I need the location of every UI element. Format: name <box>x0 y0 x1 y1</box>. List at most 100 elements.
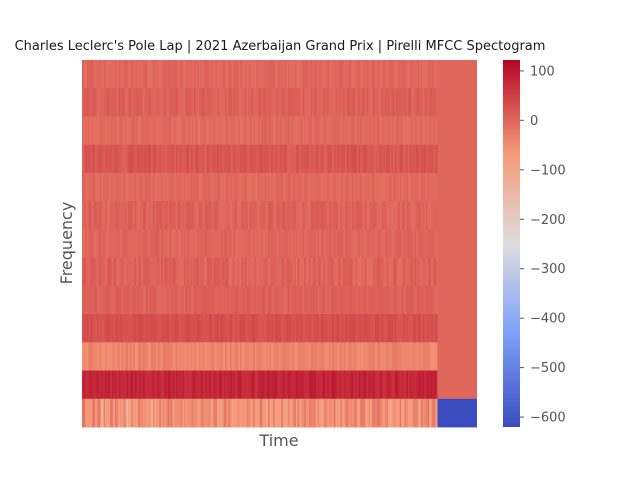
heatmap-cell <box>399 398 402 428</box>
heatmap-cell <box>409 116 412 146</box>
heatmap-cell <box>370 285 373 315</box>
heatmap-cell <box>174 314 177 343</box>
heatmap-cell <box>389 60 392 89</box>
heatmap-cell <box>187 285 190 315</box>
heatmap-cell <box>146 88 149 117</box>
heatmap-cell <box>310 60 313 89</box>
heatmap-cell <box>435 285 438 315</box>
heatmap-cell <box>91 342 94 371</box>
heatmap-cell <box>128 342 131 371</box>
heatmap-cell <box>277 88 280 117</box>
heatmap-cell <box>261 88 264 117</box>
heatmap-cell <box>151 201 154 230</box>
heatmap-cell <box>100 285 103 315</box>
heatmap-cell <box>174 257 177 287</box>
heatmap-cell <box>376 342 379 371</box>
heatmap-cell <box>281 116 284 146</box>
heatmap-cell <box>128 60 131 89</box>
heatmap-cell <box>337 398 340 428</box>
heatmap-cell <box>174 398 177 428</box>
heatmap-cell <box>175 257 178 287</box>
heatmap-cell <box>388 342 391 371</box>
heatmap-cell <box>248 342 251 371</box>
heatmap-cell <box>312 116 315 146</box>
heatmap-cell <box>103 285 106 315</box>
heatmap-cell <box>134 285 137 315</box>
heatmap-cell <box>287 398 290 428</box>
heatmap-cell <box>216 285 220 315</box>
y-axis-label: Frequency <box>57 202 76 285</box>
heatmap-cell <box>221 201 224 230</box>
heatmap-cell <box>282 285 285 315</box>
heatmap-cell <box>414 314 417 343</box>
heatmap-cell <box>360 60 363 89</box>
x-axis-label: Time <box>258 431 298 450</box>
heatmap-cell <box>220 257 223 287</box>
heatmap-cell <box>309 314 312 343</box>
heatmap-cell <box>360 370 363 400</box>
heatmap-cell <box>207 314 210 343</box>
heatmap-cell <box>131 60 134 89</box>
heatmap-cell <box>106 201 109 230</box>
heatmap-cell <box>223 398 226 428</box>
heatmap-cell <box>365 60 368 89</box>
heatmap-cell <box>141 370 144 400</box>
heatmap-cell <box>93 229 96 259</box>
heatmap-cell <box>291 398 294 428</box>
heatmap-cell <box>267 229 271 259</box>
heatmap-cell <box>284 60 287 89</box>
heatmap-cell <box>146 201 149 230</box>
heatmap-cell <box>83 88 86 117</box>
heatmap-cell <box>430 285 433 315</box>
heatmap-cell <box>226 116 229 146</box>
heatmap-cell <box>129 116 132 146</box>
heatmap-cell <box>90 370 93 400</box>
heatmap-cell <box>343 342 346 371</box>
heatmap-cell <box>360 144 363 174</box>
heatmap-cell <box>88 172 91 202</box>
heatmap-cell <box>111 285 114 315</box>
heatmap-cell <box>215 172 218 202</box>
heatmap-cell <box>381 201 384 230</box>
heatmap-cell <box>323 144 326 174</box>
heatmap-cell <box>404 314 407 343</box>
heatmap-cell <box>353 342 356 371</box>
heatmap-cell <box>348 370 351 400</box>
heatmap-cell <box>220 285 223 315</box>
heatmap-cell <box>310 285 313 315</box>
heatmap-cell <box>274 314 277 343</box>
heatmap-cell <box>108 229 111 259</box>
heatmap-cell <box>244 60 247 89</box>
heatmap-cell <box>180 370 183 400</box>
heatmap-cell <box>100 370 103 400</box>
heatmap-cell <box>226 370 229 400</box>
heatmap-cell <box>401 285 404 315</box>
heatmap-cell <box>419 257 422 287</box>
heatmap-cell <box>401 144 404 174</box>
heatmap-cell <box>226 398 229 428</box>
heatmap-cell <box>185 398 188 428</box>
heatmap-cell <box>216 201 220 230</box>
heatmap-cell <box>406 144 409 174</box>
heatmap-cell <box>157 285 160 315</box>
heatmap-cell <box>345 201 348 230</box>
heatmap-cell <box>203 172 206 202</box>
heatmap-cell <box>218 60 221 89</box>
heatmap-cell <box>246 257 249 287</box>
heatmap-cell <box>276 370 279 400</box>
heatmap-cell <box>169 144 172 174</box>
heatmap-cell <box>216 172 220 202</box>
heatmap-cell <box>149 314 152 343</box>
heatmap-cell <box>399 172 402 202</box>
heatmap-cell <box>416 342 419 371</box>
heatmap-cell <box>103 201 106 230</box>
heatmap-cell <box>85 257 88 287</box>
heatmap-cell <box>323 172 326 202</box>
heatmap-cell <box>246 144 249 174</box>
heatmap-cell <box>345 116 348 146</box>
heatmap-cell <box>124 229 127 259</box>
heatmap-cell <box>180 314 183 343</box>
heatmap-cell <box>223 229 226 259</box>
heatmap-cell <box>118 285 121 315</box>
heatmap-cell <box>157 144 160 174</box>
